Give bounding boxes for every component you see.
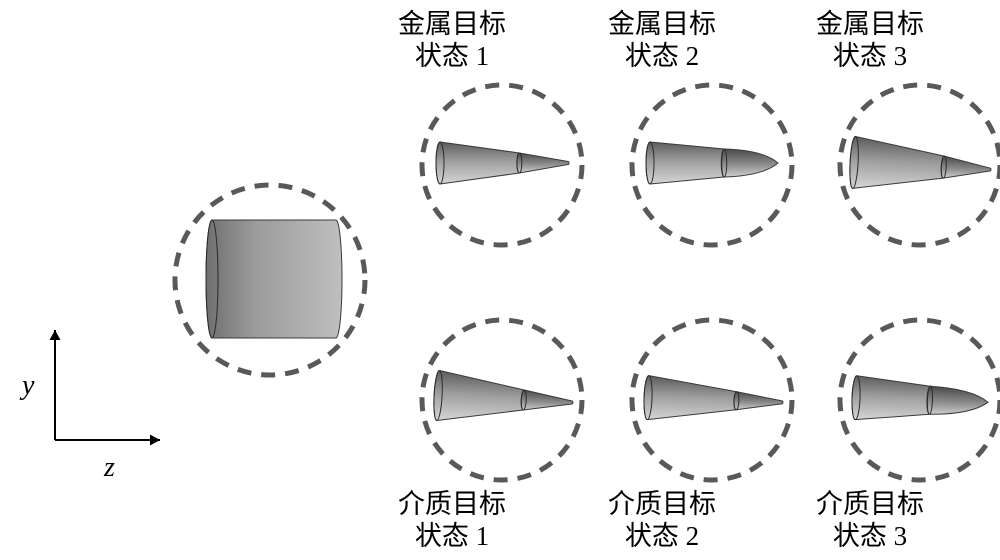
diagram-stage (0, 0, 1000, 560)
label-metal1: 金属目标状态 1 (392, 8, 512, 73)
axis-label-y: y (22, 370, 34, 402)
label-diel3: 介质目标状态 3 (810, 488, 930, 553)
label-diel2: 介质目标状态 2 (602, 488, 722, 553)
label-diel1: 介质目标状态 1 (392, 488, 512, 553)
axis-label-z: z (104, 452, 115, 484)
label-metal3: 金属目标状态 3 (810, 8, 930, 73)
label-metal2: 金属目标状态 2 (602, 8, 722, 73)
